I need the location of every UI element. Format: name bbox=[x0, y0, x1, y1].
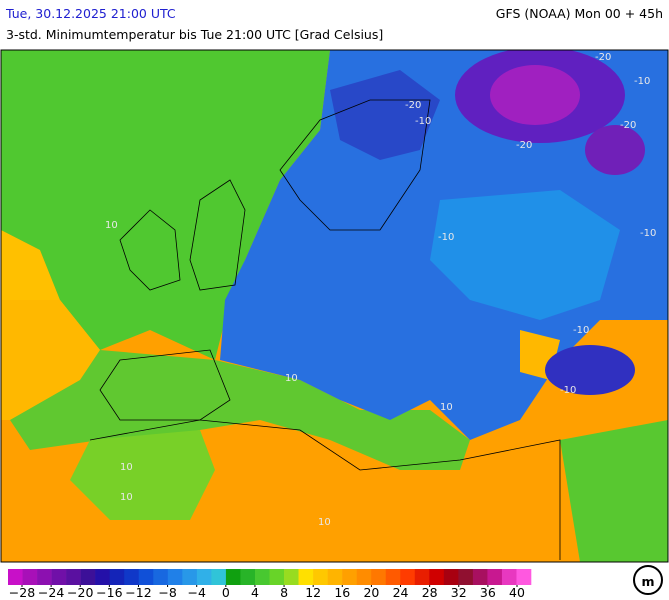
colorbar-tick-label: 36 bbox=[480, 585, 496, 600]
map bbox=[0, 49, 669, 563]
colorbar-swatch bbox=[269, 569, 285, 585]
colorbar-swatch bbox=[284, 569, 299, 585]
contour-label: 10 bbox=[318, 517, 331, 528]
colorbar-tick-label: −24 bbox=[38, 585, 64, 600]
colorbar-tick-label: 4 bbox=[251, 585, 259, 600]
colorbar-swatch bbox=[66, 569, 81, 585]
colorbar-swatch bbox=[8, 569, 23, 585]
contour-label: 10 bbox=[285, 373, 298, 384]
colorbar-swatch bbox=[356, 569, 372, 585]
contour-label: -20 bbox=[516, 140, 532, 151]
colorbar-swatch bbox=[429, 569, 445, 585]
contour-label: -20 bbox=[620, 120, 636, 131]
ocean-region bbox=[1, 300, 100, 420]
colorbar-swatch bbox=[225, 569, 241, 585]
logo-text: m bbox=[641, 574, 654, 589]
colorbar-tick-label: 12 bbox=[305, 585, 321, 600]
coastline bbox=[279, 99, 431, 231]
colorbar-tick-label: 8 bbox=[280, 585, 288, 600]
model-run: GFS (NOAA) Mon 00 + 45h bbox=[496, 6, 663, 21]
cold-region bbox=[545, 345, 635, 395]
colorbar-swatch bbox=[240, 569, 256, 585]
colorbar-swatch bbox=[443, 569, 459, 585]
colorbar-swatch bbox=[400, 569, 416, 585]
cold-region bbox=[430, 190, 620, 320]
colorbar-tick-label: 28 bbox=[422, 585, 438, 600]
colorbar-tick-label: −4 bbox=[187, 585, 205, 600]
colorbar-swatch bbox=[371, 569, 387, 585]
colorbar-swatch bbox=[298, 569, 314, 585]
colorbar-swatch bbox=[313, 569, 328, 585]
valid-time: Tue, 30.12.2025 21:00 UTC bbox=[5, 6, 176, 21]
colorbar-swatch bbox=[80, 569, 96, 585]
colorbar-swatch bbox=[385, 569, 401, 585]
cold-region bbox=[330, 70, 440, 160]
contour-label: -10 bbox=[634, 76, 650, 87]
colorbar-swatch bbox=[37, 569, 52, 585]
coastline bbox=[189, 179, 246, 291]
logo bbox=[633, 565, 663, 595]
africa-region bbox=[70, 430, 215, 520]
mideast-region bbox=[560, 420, 668, 562]
colorbar-swatch bbox=[501, 569, 517, 585]
colorbar-tick-label: 40 bbox=[509, 585, 525, 600]
colorbar-tick-label: −8 bbox=[158, 585, 176, 600]
map-frame bbox=[0, 49, 669, 563]
colorbar-tick-label: 16 bbox=[334, 585, 350, 600]
contour-label: -10 bbox=[640, 228, 656, 239]
colorbar-swatch bbox=[138, 569, 154, 585]
colorbar-swatch bbox=[327, 569, 343, 585]
contour-label: -10 bbox=[560, 385, 576, 396]
colorbar-swatch bbox=[51, 569, 67, 585]
description: 3-std. Minimumtemperatur bis Tue 21:00 U… bbox=[6, 27, 383, 42]
colorbar-swatch bbox=[472, 569, 488, 585]
contour-label: -10 bbox=[415, 116, 431, 127]
colorbar-tick-label: 24 bbox=[393, 585, 409, 600]
colorbar-swatch bbox=[211, 569, 227, 585]
contour-label: 10 bbox=[440, 402, 453, 413]
contour-label: -10 bbox=[573, 325, 589, 336]
colorbar-swatch bbox=[182, 569, 198, 585]
contour-label: 10 bbox=[120, 492, 133, 503]
colorbar-tick-label: −16 bbox=[96, 585, 122, 600]
colorbar-tick-label: −20 bbox=[67, 585, 93, 600]
colorbar-tick-label: 32 bbox=[451, 585, 467, 600]
colorbar-swatch bbox=[124, 569, 140, 585]
colorbar-tick-label: 20 bbox=[363, 585, 379, 600]
contour-label: 10 bbox=[120, 462, 133, 473]
contour-label: 10 bbox=[105, 220, 118, 231]
colorbar-swatch bbox=[487, 569, 503, 585]
colorbar-swatch bbox=[167, 569, 183, 585]
very-cold-region bbox=[585, 125, 645, 175]
colorbar-swatch bbox=[254, 569, 270, 585]
coastline bbox=[89, 419, 561, 560]
contour-label: -10 bbox=[438, 232, 454, 243]
colorbar-swatch bbox=[196, 569, 212, 585]
very-cold-region bbox=[490, 65, 580, 125]
colorbar-swatch bbox=[516, 569, 532, 585]
coastline bbox=[119, 209, 181, 291]
colorbar-tick-label: −28 bbox=[9, 585, 35, 600]
colorbar-tick-label: 0 bbox=[222, 585, 230, 600]
colorbar-swatch bbox=[95, 569, 110, 585]
colorbar-tick-label: −12 bbox=[125, 585, 151, 600]
colorbar-swatch bbox=[458, 569, 474, 585]
contour-label: -20 bbox=[595, 52, 611, 63]
colorbar-swatch bbox=[153, 569, 169, 585]
contour-label: -20 bbox=[405, 100, 421, 111]
colorbar-swatch bbox=[414, 569, 430, 585]
colorbar-swatch bbox=[342, 569, 357, 585]
atlantic-region bbox=[1, 50, 330, 360]
colorbar-swatch bbox=[109, 569, 125, 585]
colorbar-swatch bbox=[22, 569, 38, 585]
